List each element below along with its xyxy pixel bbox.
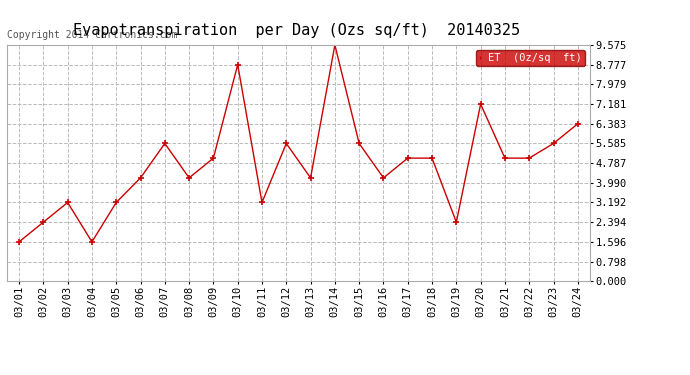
- Legend: ET  (0z/sq  ft): ET (0z/sq ft): [476, 50, 584, 66]
- Text: Evapotranspiration  per Day (Ozs sq/ft)  20140325: Evapotranspiration per Day (Ozs sq/ft) 2…: [73, 22, 520, 38]
- Text: Copyright 2014 Cartronics.com: Copyright 2014 Cartronics.com: [7, 30, 177, 40]
